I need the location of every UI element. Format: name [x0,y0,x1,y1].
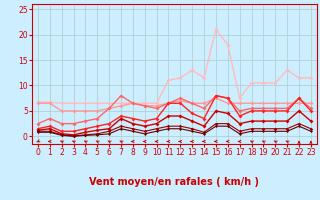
X-axis label: Vent moyen/en rafales ( km/h ): Vent moyen/en rafales ( km/h ) [89,177,260,187]
